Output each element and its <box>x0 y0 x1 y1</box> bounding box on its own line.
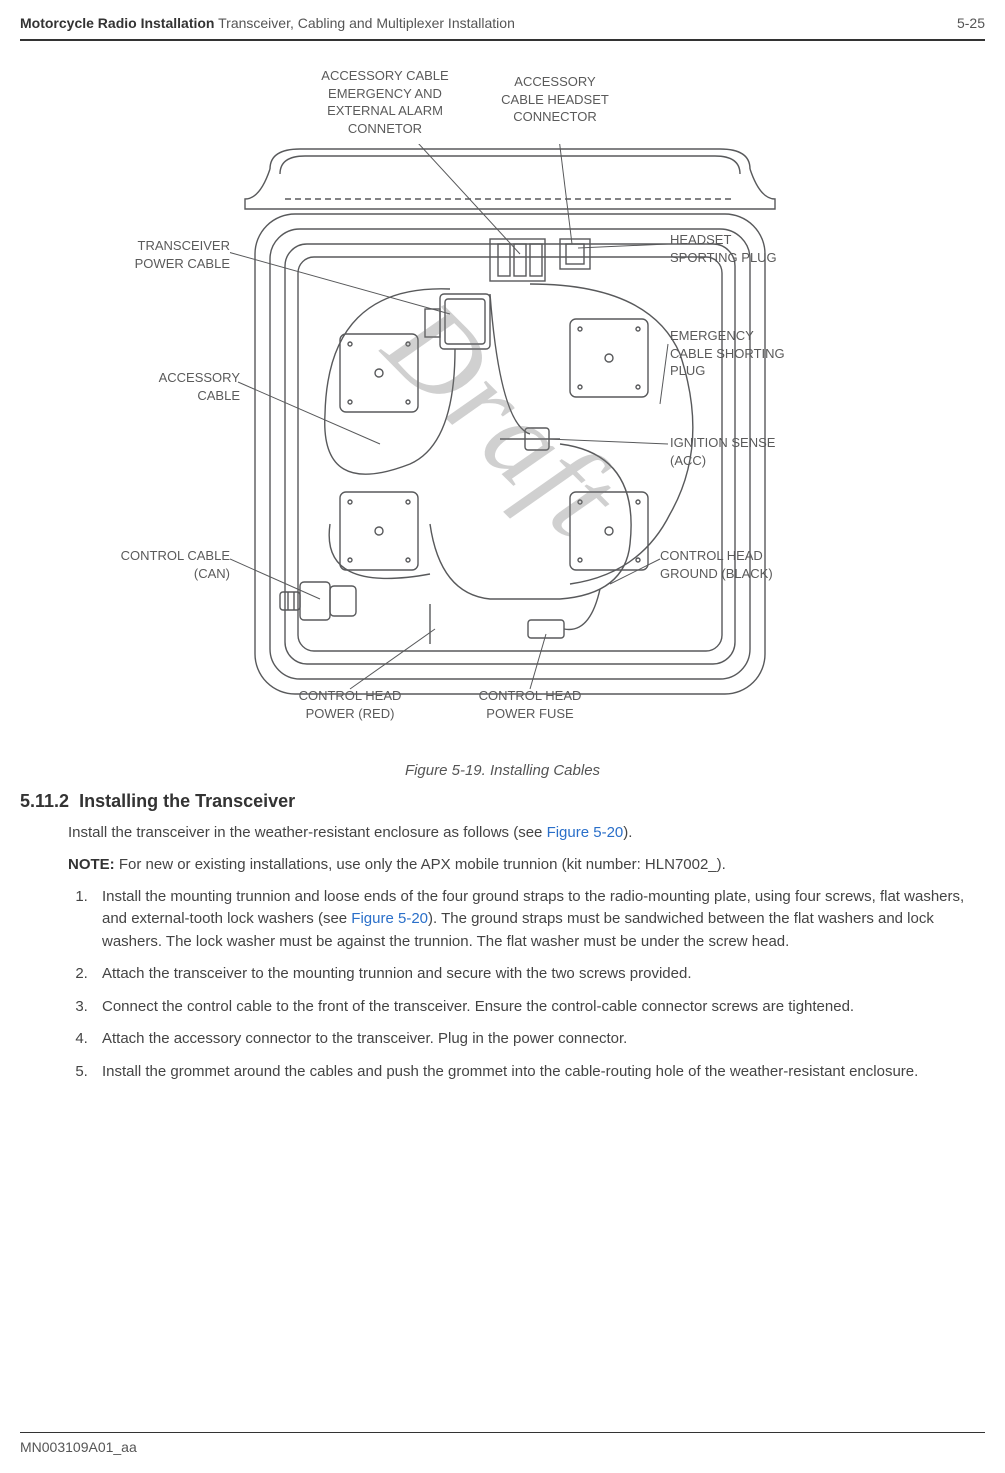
section-intro: Install the transceiver in the weather-r… <box>68 822 985 844</box>
label-accessory-cable: ACCESSORY CABLE <box>130 369 240 404</box>
step-1-link[interactable]: Figure 5-20 <box>351 910 428 927</box>
caption-prefix: Figure 5-19. <box>405 762 490 779</box>
step-2-pre: Attach the transceiver to the mounting t… <box>102 965 691 982</box>
step-4-pre: Attach the accessory connector to the tr… <box>102 1030 627 1047</box>
doc-id: MN003109A01_aa <box>20 1439 985 1455</box>
step-4: Attach the accessory connector to the tr… <box>92 1028 985 1051</box>
note-body: For new or existing installations, use o… <box>115 856 726 873</box>
step-5-pre: Install the grommet around the cables an… <box>102 1063 918 1080</box>
page-number: 5-25 <box>957 15 985 31</box>
footer-rule <box>20 1432 985 1433</box>
header-title: Motorcycle Radio Installation Transceive… <box>20 15 515 31</box>
step-2: Attach the transceiver to the mounting t… <box>92 963 985 986</box>
figure-area: ACCESSORY CABLE EMERGENCY AND EXTERNAL A… <box>20 59 985 779</box>
figure-caption: Figure 5-19. Installing Cables <box>20 762 985 779</box>
step-3-pre: Connect the control cable to the front o… <box>102 998 854 1015</box>
label-trans-power: TRANSCEIVER POWER CABLE <box>110 237 230 272</box>
label-control-cable: CONTROL CABLE (CAN) <box>100 547 230 582</box>
intro-text: Install the transceiver in the weather-r… <box>68 824 547 841</box>
header-title-bold: Motorcycle Radio Installation <box>20 15 214 31</box>
note-label: NOTE: <box>68 856 115 873</box>
intro-xref[interactable]: Figure 5-20 <box>547 824 624 841</box>
label-acc-cable-headset: ACCESSORY CABLE HEADSET CONNECTOR <box>485 73 625 126</box>
section-heading: 5.11.2 Installing the Transceiver <box>20 791 985 812</box>
caption-title: Installing Cables <box>490 762 600 779</box>
step-3: Connect the control cable to the front o… <box>92 996 985 1019</box>
section-note: NOTE: For new or existing installations,… <box>68 854 985 876</box>
section-title: Installing the Transceiver <box>79 791 295 811</box>
label-acc-cable-emg: ACCESSORY CABLE EMERGENCY AND EXTERNAL A… <box>300 67 470 137</box>
header-rule <box>20 39 985 41</box>
page-footer: MN003109A01_aa <box>20 1430 985 1455</box>
installing-cables-diagram <box>230 144 790 764</box>
step-1: Install the mounting trunnion and loose … <box>92 886 985 954</box>
page-header: Motorcycle Radio Installation Transceive… <box>20 15 985 37</box>
step-5: Install the grommet around the cables an… <box>92 1061 985 1084</box>
section-number: 5.11.2 <box>20 791 69 811</box>
intro-end: ). <box>623 824 632 841</box>
header-title-rest: Transceiver, Cabling and Multiplexer Ins… <box>214 15 514 31</box>
steps-list: Install the mounting trunnion and loose … <box>92 886 985 1084</box>
